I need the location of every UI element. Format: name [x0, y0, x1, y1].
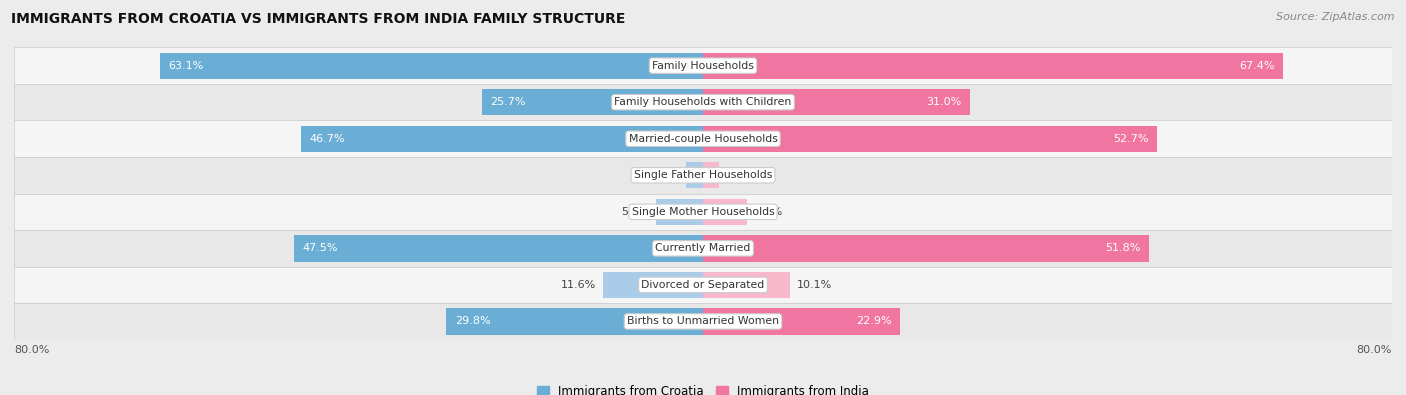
Bar [294, 235, 703, 261]
Text: 11.6%: 11.6% [561, 280, 596, 290]
Bar [703, 89, 970, 115]
Bar [703, 308, 900, 335]
Text: 29.8%: 29.8% [456, 316, 491, 326]
Text: Births to Unmarried Women: Births to Unmarried Women [627, 316, 779, 326]
Bar [14, 157, 1392, 194]
Bar [703, 162, 720, 188]
Text: 5.1%: 5.1% [754, 207, 782, 217]
Text: Divorced or Separated: Divorced or Separated [641, 280, 765, 290]
Text: Single Mother Households: Single Mother Households [631, 207, 775, 217]
Text: 2.0%: 2.0% [651, 170, 679, 180]
Text: 22.9%: 22.9% [856, 316, 891, 326]
Bar [301, 126, 703, 152]
Bar [160, 53, 703, 79]
Bar [14, 230, 1392, 267]
Text: Currently Married: Currently Married [655, 243, 751, 253]
Bar [703, 53, 1284, 79]
Bar [686, 162, 703, 188]
Text: Source: ZipAtlas.com: Source: ZipAtlas.com [1277, 12, 1395, 22]
Text: 63.1%: 63.1% [169, 61, 204, 71]
Bar [657, 199, 703, 225]
Text: 67.4%: 67.4% [1239, 61, 1275, 71]
Text: 80.0%: 80.0% [1357, 345, 1392, 355]
Text: 31.0%: 31.0% [927, 97, 962, 107]
Legend: Immigrants from Croatia, Immigrants from India: Immigrants from Croatia, Immigrants from… [537, 385, 869, 395]
Bar [482, 89, 703, 115]
Text: Single Father Households: Single Father Households [634, 170, 772, 180]
Bar [703, 126, 1157, 152]
Text: 10.1%: 10.1% [797, 280, 832, 290]
Bar [446, 308, 703, 335]
Text: 46.7%: 46.7% [309, 134, 344, 144]
Text: IMMIGRANTS FROM CROATIA VS IMMIGRANTS FROM INDIA FAMILY STRUCTURE: IMMIGRANTS FROM CROATIA VS IMMIGRANTS FR… [11, 12, 626, 26]
Bar [14, 47, 1392, 84]
Text: 5.4%: 5.4% [621, 207, 650, 217]
Text: 25.7%: 25.7% [491, 97, 526, 107]
Text: 80.0%: 80.0% [14, 345, 49, 355]
Bar [14, 194, 1392, 230]
Bar [703, 272, 790, 298]
Text: Married-couple Households: Married-couple Households [628, 134, 778, 144]
Bar [703, 199, 747, 225]
Text: Family Households with Children: Family Households with Children [614, 97, 792, 107]
Bar [14, 303, 1392, 340]
Text: 47.5%: 47.5% [302, 243, 337, 253]
Bar [14, 267, 1392, 303]
Bar [14, 84, 1392, 120]
Text: 52.7%: 52.7% [1112, 134, 1149, 144]
Bar [14, 120, 1392, 157]
Text: 51.8%: 51.8% [1105, 243, 1140, 253]
Text: Family Households: Family Households [652, 61, 754, 71]
Bar [703, 235, 1149, 261]
Bar [603, 272, 703, 298]
Text: 1.9%: 1.9% [727, 170, 755, 180]
